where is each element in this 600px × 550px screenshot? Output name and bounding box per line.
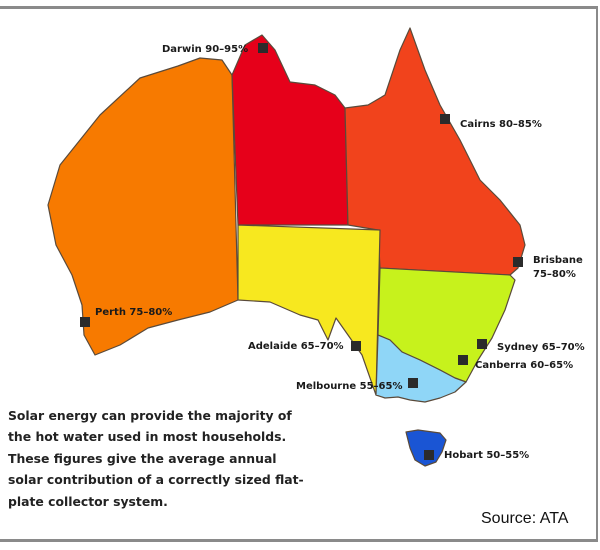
- hobart-label: Hobart 50–55%: [444, 450, 529, 461]
- sydney-marker: [477, 339, 487, 349]
- region-south-australia: [237, 224, 381, 396]
- brisbane-label-range: 75–80%: [533, 269, 576, 280]
- darwin-marker: [258, 43, 268, 53]
- city-labels: Darwin 90–95% Cairns 80–85% Brisbane 75–…: [95, 44, 585, 461]
- adelaide-label: Adelaide 65–70%: [248, 341, 344, 352]
- canberra-label: Canberra 60–65%: [475, 360, 573, 371]
- adelaide-marker: [351, 341, 361, 351]
- cairns-marker: [440, 114, 450, 124]
- melbourne-label: Melbourne 55–65%: [296, 381, 402, 392]
- region-western-australia: [47, 57, 239, 356]
- brisbane-marker: [513, 257, 523, 267]
- darwin-label: Darwin 90–95%: [162, 44, 248, 55]
- map-frame: [0, 6, 598, 542]
- region-tasmania: [405, 429, 447, 467]
- source-credit: Source: ATA: [481, 510, 569, 527]
- sydney-label: Sydney 65–70%: [497, 342, 585, 353]
- region-victoria: [375, 334, 467, 403]
- perth-marker: [80, 317, 90, 327]
- city-markers: [80, 43, 523, 460]
- cairns-label: Cairns 80–85%: [460, 119, 542, 130]
- canberra-marker: [458, 355, 468, 365]
- hobart-marker: [424, 450, 434, 460]
- map-caption: Solar energy can provide the majority of…: [8, 408, 304, 509]
- melbourne-marker: [408, 378, 418, 388]
- perth-label: Perth 75–80%: [95, 307, 172, 318]
- region-northern-territory: [231, 34, 349, 226]
- brisbane-label: Brisbane: [533, 255, 583, 266]
